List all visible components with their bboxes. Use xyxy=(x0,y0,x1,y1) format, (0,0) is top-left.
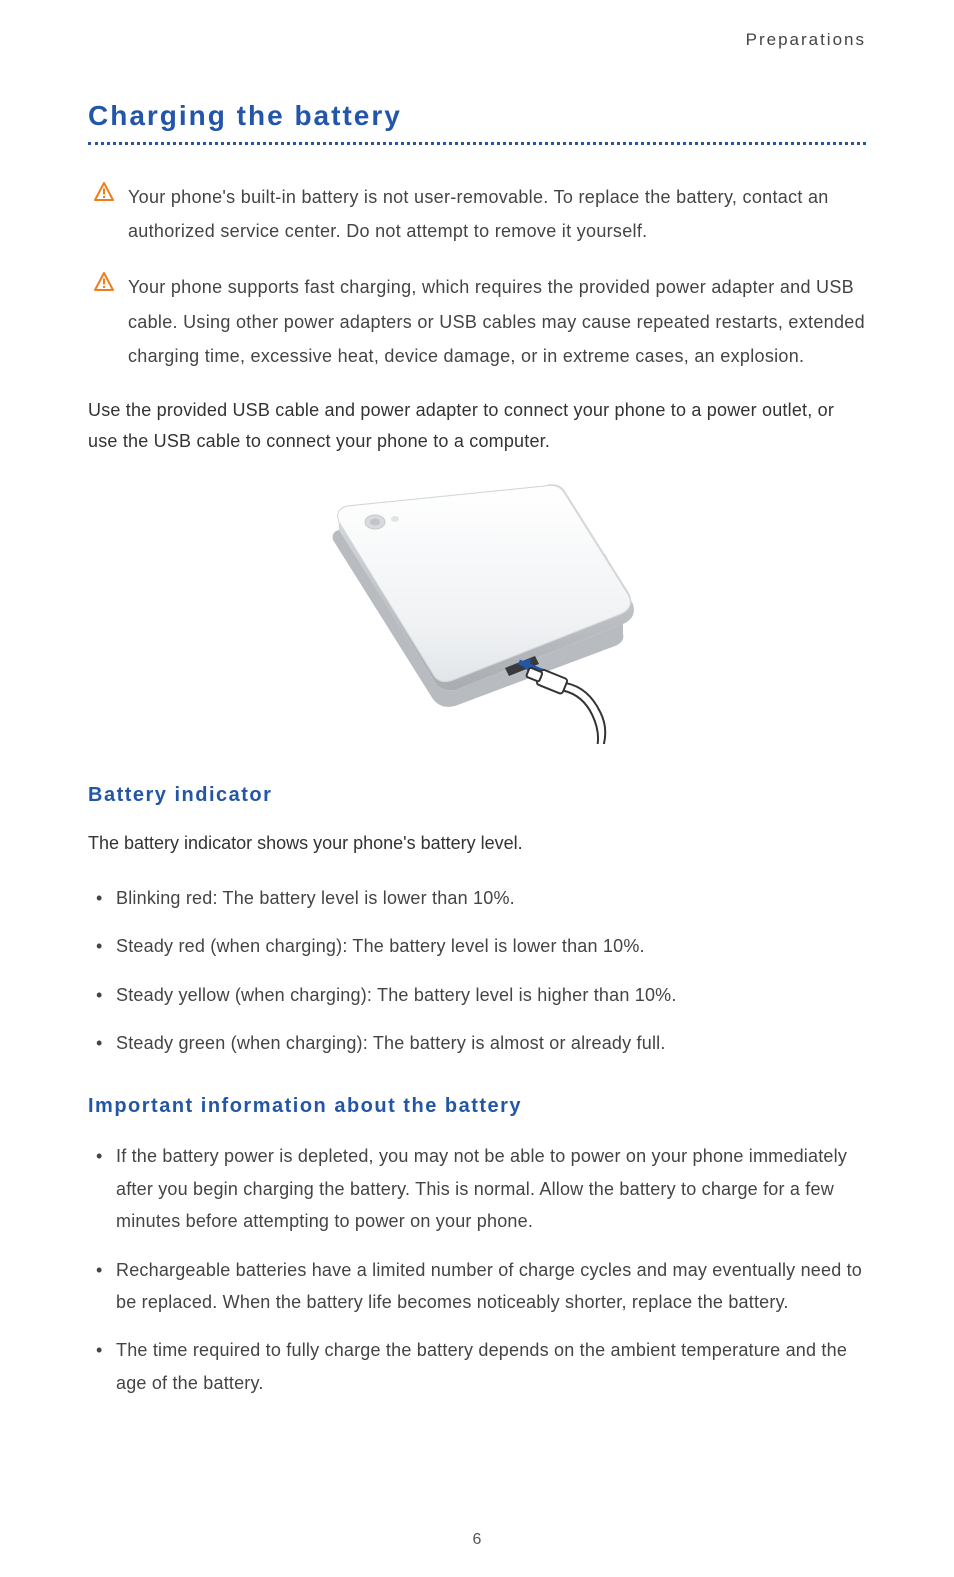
list-item: If the battery power is depleted, you ma… xyxy=(88,1140,866,1237)
warning-text-1: Your phone's built-in battery is not use… xyxy=(128,180,866,248)
page-number: 6 xyxy=(0,1531,954,1549)
list-item: Blinking red: The battery level is lower… xyxy=(88,882,866,914)
battery-indicator-intro: The battery indicator shows your phone's… xyxy=(88,829,866,858)
warning-icon xyxy=(94,272,114,292)
warning-text-2: Your phone supports fast charging, which… xyxy=(128,270,866,373)
list-item: Steady red (when charging): The battery … xyxy=(88,930,866,962)
list-item: Steady yellow (when charging): The batte… xyxy=(88,979,866,1011)
list-item: Steady green (when charging): The batter… xyxy=(88,1027,866,1059)
warning-block-2: Your phone supports fast charging, which… xyxy=(88,270,866,373)
battery-indicator-heading: Battery indicator xyxy=(88,784,866,807)
warning-icon xyxy=(94,182,114,202)
page-title: Charging the battery xyxy=(88,100,866,132)
intro-paragraph: Use the provided USB cable and power ada… xyxy=(88,395,866,456)
list-item: Rechargeable batteries have a limited nu… xyxy=(88,1254,866,1319)
warning-block-1: Your phone's built-in battery is not use… xyxy=(88,180,866,248)
battery-indicator-list: Blinking red: The battery level is lower… xyxy=(88,882,866,1060)
title-divider xyxy=(88,142,866,145)
phone-charging-figure xyxy=(88,484,866,744)
important-info-heading: Important information about the battery xyxy=(88,1095,866,1118)
important-info-list: If the battery power is depleted, you ma… xyxy=(88,1140,866,1399)
header-section-label: Preparations xyxy=(88,30,866,50)
list-item: The time required to fully charge the ba… xyxy=(88,1334,866,1399)
